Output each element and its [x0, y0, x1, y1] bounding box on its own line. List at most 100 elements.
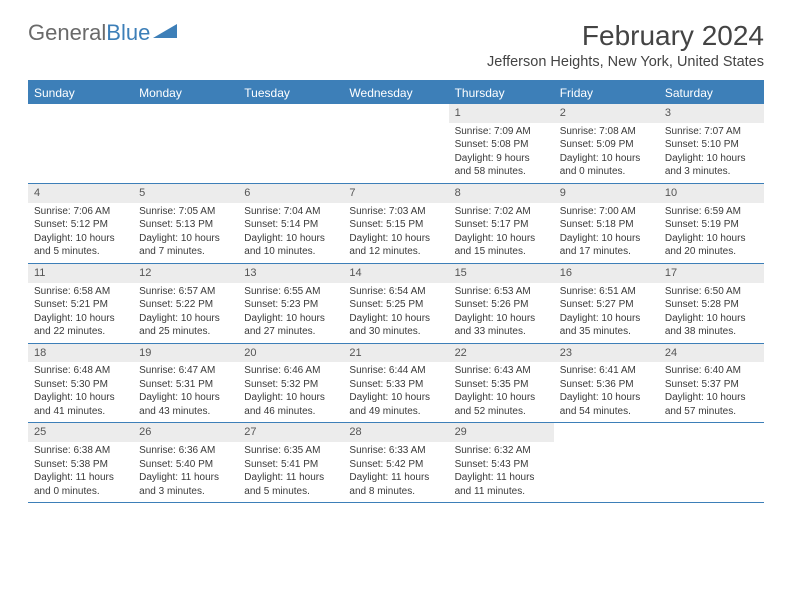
day-cell: [343, 104, 448, 183]
day-number: 24: [659, 344, 764, 363]
daylight-text: Daylight: 9 hours and 58 minutes.: [455, 152, 548, 179]
day-number: 28: [343, 423, 448, 442]
sunrise-text: Sunrise: 6:38 AM: [34, 444, 127, 458]
day-number: 17: [659, 264, 764, 283]
day-cell: 18Sunrise: 6:48 AMSunset: 5:30 PMDayligh…: [28, 344, 133, 423]
day-number: [554, 423, 659, 427]
day-body: Sunrise: 6:59 AMSunset: 5:19 PMDaylight:…: [659, 203, 764, 263]
day-body: Sunrise: 7:05 AMSunset: 5:13 PMDaylight:…: [133, 203, 238, 263]
day-number: 7: [343, 184, 448, 203]
sunrise-text: Sunrise: 6:48 AM: [34, 364, 127, 378]
day-number: [133, 104, 238, 108]
day-header-wed: Wednesday: [343, 82, 448, 104]
day-cell: 17Sunrise: 6:50 AMSunset: 5:28 PMDayligh…: [659, 264, 764, 343]
day-cell: 4Sunrise: 7:06 AMSunset: 5:12 PMDaylight…: [28, 184, 133, 263]
day-cell: 10Sunrise: 6:59 AMSunset: 5:19 PMDayligh…: [659, 184, 764, 263]
daylight-text: Daylight: 10 hours and 35 minutes.: [560, 312, 653, 339]
day-body: Sunrise: 6:48 AMSunset: 5:30 PMDaylight:…: [28, 362, 133, 422]
sunrise-text: Sunrise: 7:07 AM: [665, 125, 758, 139]
day-body: Sunrise: 6:40 AMSunset: 5:37 PMDaylight:…: [659, 362, 764, 422]
calendar-page: GeneralBlue February 2024 Jefferson Heig…: [0, 0, 792, 523]
day-cell: [133, 104, 238, 183]
day-number: 8: [449, 184, 554, 203]
sunset-text: Sunset: 5:10 PM: [665, 138, 758, 152]
day-body: Sunrise: 6:47 AMSunset: 5:31 PMDaylight:…: [133, 362, 238, 422]
day-cell: 1Sunrise: 7:09 AMSunset: 5:08 PMDaylight…: [449, 104, 554, 183]
day-body: Sunrise: 6:41 AMSunset: 5:36 PMDaylight:…: [554, 362, 659, 422]
day-header-fri: Friday: [554, 82, 659, 104]
sunset-text: Sunset: 5:12 PM: [34, 218, 127, 232]
day-number: 18: [28, 344, 133, 363]
day-cell: 13Sunrise: 6:55 AMSunset: 5:23 PMDayligh…: [238, 264, 343, 343]
day-number: 6: [238, 184, 343, 203]
daylight-text: Daylight: 10 hours and 49 minutes.: [349, 391, 442, 418]
sunset-text: Sunset: 5:13 PM: [139, 218, 232, 232]
day-cell: 23Sunrise: 6:41 AMSunset: 5:36 PMDayligh…: [554, 344, 659, 423]
daylight-text: Daylight: 11 hours and 5 minutes.: [244, 471, 337, 498]
day-number: [659, 423, 764, 427]
day-number: 19: [133, 344, 238, 363]
day-cell: 9Sunrise: 7:00 AMSunset: 5:18 PMDaylight…: [554, 184, 659, 263]
daylight-text: Daylight: 10 hours and 17 minutes.: [560, 232, 653, 259]
daylight-text: Daylight: 10 hours and 20 minutes.: [665, 232, 758, 259]
week-row: 11Sunrise: 6:58 AMSunset: 5:21 PMDayligh…: [28, 264, 764, 344]
sunrise-text: Sunrise: 6:51 AM: [560, 285, 653, 299]
day-body: Sunrise: 6:53 AMSunset: 5:26 PMDaylight:…: [449, 283, 554, 343]
logo-triangle-icon: [153, 22, 177, 40]
day-body: Sunrise: 6:54 AMSunset: 5:25 PMDaylight:…: [343, 283, 448, 343]
day-number: 13: [238, 264, 343, 283]
day-cell: 25Sunrise: 6:38 AMSunset: 5:38 PMDayligh…: [28, 423, 133, 502]
sunset-text: Sunset: 5:08 PM: [455, 138, 548, 152]
title-block: February 2024 Jefferson Heights, New Yor…: [487, 20, 764, 70]
day-header-sun: Sunday: [28, 82, 133, 104]
sunset-text: Sunset: 5:21 PM: [34, 298, 127, 312]
day-number: 9: [554, 184, 659, 203]
day-body: Sunrise: 6:38 AMSunset: 5:38 PMDaylight:…: [28, 442, 133, 502]
day-body: Sunrise: 6:51 AMSunset: 5:27 PMDaylight:…: [554, 283, 659, 343]
daylight-text: Daylight: 10 hours and 0 minutes.: [560, 152, 653, 179]
daylight-text: Daylight: 10 hours and 15 minutes.: [455, 232, 548, 259]
day-body: Sunrise: 6:43 AMSunset: 5:35 PMDaylight:…: [449, 362, 554, 422]
sunset-text: Sunset: 5:14 PM: [244, 218, 337, 232]
sunrise-text: Sunrise: 7:06 AM: [34, 205, 127, 219]
daylight-text: Daylight: 10 hours and 25 minutes.: [139, 312, 232, 339]
sunrise-text: Sunrise: 7:05 AM: [139, 205, 232, 219]
day-number: 25: [28, 423, 133, 442]
sunrise-text: Sunrise: 6:59 AM: [665, 205, 758, 219]
sunset-text: Sunset: 5:40 PM: [139, 458, 232, 472]
sunset-text: Sunset: 5:22 PM: [139, 298, 232, 312]
day-number: 11: [28, 264, 133, 283]
day-number: [343, 104, 448, 108]
sunrise-text: Sunrise: 7:03 AM: [349, 205, 442, 219]
day-number: [28, 104, 133, 108]
day-header-sat: Saturday: [659, 82, 764, 104]
sunrise-text: Sunrise: 7:09 AM: [455, 125, 548, 139]
day-number: 22: [449, 344, 554, 363]
sunset-text: Sunset: 5:18 PM: [560, 218, 653, 232]
day-cell: 28Sunrise: 6:33 AMSunset: 5:42 PMDayligh…: [343, 423, 448, 502]
day-header-mon: Monday: [133, 82, 238, 104]
sunrise-text: Sunrise: 7:04 AM: [244, 205, 337, 219]
daylight-text: Daylight: 10 hours and 10 minutes.: [244, 232, 337, 259]
week-row: 4Sunrise: 7:06 AMSunset: 5:12 PMDaylight…: [28, 184, 764, 264]
daylight-text: Daylight: 10 hours and 22 minutes.: [34, 312, 127, 339]
day-cell: 5Sunrise: 7:05 AMSunset: 5:13 PMDaylight…: [133, 184, 238, 263]
sunset-text: Sunset: 5:19 PM: [665, 218, 758, 232]
sunset-text: Sunset: 5:25 PM: [349, 298, 442, 312]
daylight-text: Daylight: 10 hours and 5 minutes.: [34, 232, 127, 259]
page-title: February 2024: [487, 20, 764, 52]
daylight-text: Daylight: 10 hours and 52 minutes.: [455, 391, 548, 418]
sunrise-text: Sunrise: 6:32 AM: [455, 444, 548, 458]
sunset-text: Sunset: 5:17 PM: [455, 218, 548, 232]
day-cell: 16Sunrise: 6:51 AMSunset: 5:27 PMDayligh…: [554, 264, 659, 343]
day-number: 21: [343, 344, 448, 363]
day-cell: 26Sunrise: 6:36 AMSunset: 5:40 PMDayligh…: [133, 423, 238, 502]
day-number: 26: [133, 423, 238, 442]
sunset-text: Sunset: 5:36 PM: [560, 378, 653, 392]
day-cell: 29Sunrise: 6:32 AMSunset: 5:43 PMDayligh…: [449, 423, 554, 502]
day-cell: 19Sunrise: 6:47 AMSunset: 5:31 PMDayligh…: [133, 344, 238, 423]
sunrise-text: Sunrise: 6:41 AM: [560, 364, 653, 378]
sunset-text: Sunset: 5:28 PM: [665, 298, 758, 312]
sunrise-text: Sunrise: 6:57 AM: [139, 285, 232, 299]
day-cell: 7Sunrise: 7:03 AMSunset: 5:15 PMDaylight…: [343, 184, 448, 263]
